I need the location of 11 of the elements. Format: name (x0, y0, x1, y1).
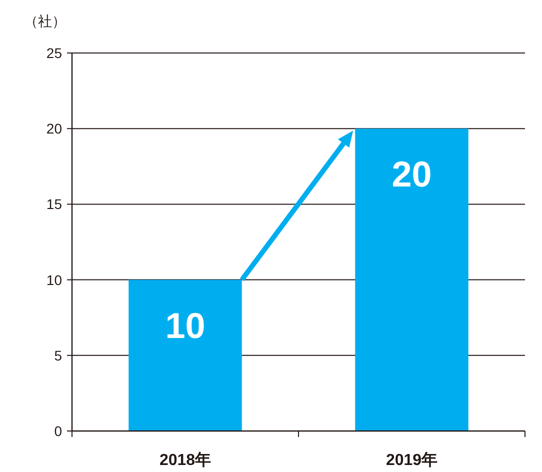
y-tick-label: 10 (46, 272, 62, 288)
data-label: 20 (392, 154, 432, 195)
x-tick-label: 2019年 (386, 451, 438, 469)
y-axis-title: （社） (24, 13, 66, 29)
y-tick-label: 25 (46, 45, 62, 61)
data-label: 10 (165, 304, 206, 346)
y-tick-label: 20 (46, 120, 62, 137)
x-tick-label: 2018年 (159, 451, 212, 469)
y-tick-label: 0 (54, 423, 62, 439)
y-tick-label: 5 (54, 347, 62, 364)
y-tick-label: 15 (46, 196, 62, 212)
